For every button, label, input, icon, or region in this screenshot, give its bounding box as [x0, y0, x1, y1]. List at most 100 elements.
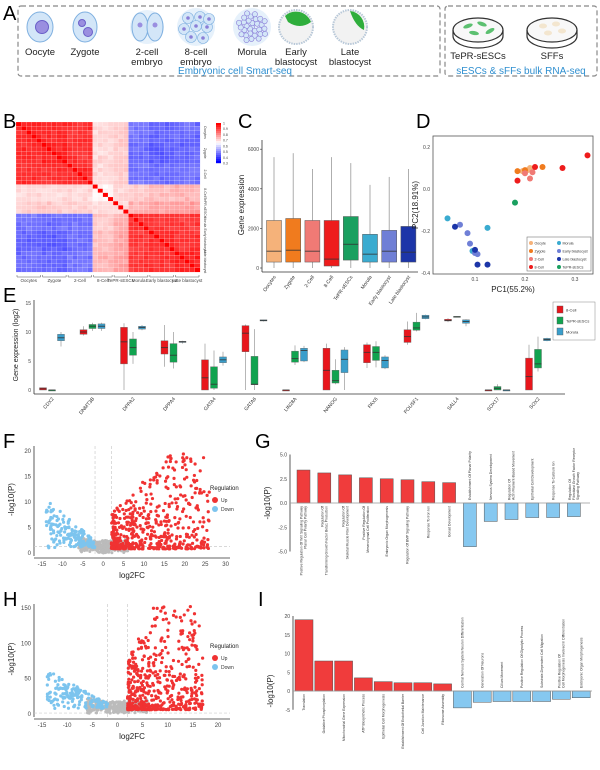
up-point	[133, 690, 137, 694]
up-point	[126, 661, 131, 666]
heatmap-cell	[41, 263, 47, 269]
morula-cell-icon	[243, 37, 250, 44]
column-group-label: Morula	[132, 278, 146, 283]
heatmap-cell	[169, 217, 175, 223]
heatmap-cell	[87, 155, 93, 160]
x-axis-title: log2FC	[119, 732, 145, 741]
heatmap-cell	[184, 263, 190, 269]
down-point	[55, 533, 59, 538]
up-point	[183, 646, 187, 650]
up-point	[184, 514, 188, 518]
up-point	[111, 542, 115, 546]
heatmap-cell	[148, 180, 155, 185]
down-bar	[472, 690, 492, 703]
up-point	[202, 520, 206, 524]
up-point	[138, 524, 142, 528]
up-point	[144, 691, 148, 695]
up-point	[188, 543, 192, 547]
heatmap-cell	[77, 188, 83, 194]
heatmap-cell	[46, 151, 52, 156]
heatmap-cell	[26, 226, 32, 231]
heatmap-cell	[194, 267, 201, 273]
heatmap-cell	[159, 246, 165, 252]
heatmap-cell	[82, 196, 88, 202]
up-point	[181, 456, 185, 460]
heatmap-cell	[97, 234, 104, 239]
heatmap-cell	[133, 221, 139, 227]
heatmap-cell	[138, 151, 144, 156]
heatmap-cell	[184, 251, 190, 256]
up-point	[185, 535, 189, 539]
heatmap-cell	[164, 184, 170, 189]
y-axis-title: PC2(18.91%)	[411, 181, 420, 229]
heatmap-cell	[92, 138, 98, 144]
heatmap-cell	[36, 188, 42, 194]
heatmap-cell	[56, 146, 63, 152]
heatmap-cell	[51, 155, 58, 160]
heatmap-cell	[159, 171, 165, 177]
heatmap-cell	[174, 188, 180, 194]
heatmap-cell	[21, 217, 27, 223]
heatmap-cell	[97, 121, 104, 127]
up-point	[126, 695, 130, 699]
nucleus-icon	[186, 16, 190, 20]
heatmap-cell	[82, 188, 88, 194]
heatmap-cell	[133, 259, 139, 264]
heatmap-cell	[31, 242, 37, 248]
up-point	[149, 502, 153, 506]
heatmap-cell	[118, 201, 124, 206]
up-point	[193, 491, 197, 495]
heatmap-cell	[133, 167, 139, 173]
heatmap-cell	[15, 134, 22, 139]
up-point	[141, 666, 145, 670]
up-point	[159, 652, 163, 656]
term-label: Regulation Of	[341, 506, 345, 527]
heatmap-cell	[61, 121, 68, 127]
heatmap-cell	[61, 130, 68, 135]
group-bracket	[93, 275, 113, 278]
heatmap-cell	[164, 221, 170, 227]
up-point	[194, 691, 198, 695]
heatmap-cell	[82, 134, 88, 139]
heatmap-cell	[102, 176, 109, 181]
heatmap-cell	[15, 246, 22, 252]
up-point	[151, 671, 155, 675]
heatmap-cell	[46, 180, 52, 185]
up-point	[139, 696, 143, 701]
heatmap-cell	[174, 230, 180, 235]
up-point	[205, 528, 209, 533]
heatmap-cell	[194, 171, 201, 177]
box	[381, 356, 389, 369]
heatmap-cell	[61, 209, 68, 214]
heatmap-cell	[113, 134, 119, 139]
up-point	[148, 482, 152, 486]
heatmap-cell	[184, 230, 190, 235]
heatmap-cell	[133, 209, 139, 214]
heatmap-cell	[107, 126, 114, 131]
up-point	[136, 679, 140, 684]
heatmap-cell	[31, 238, 37, 244]
up-point	[126, 536, 130, 540]
up-point	[193, 676, 198, 680]
heatmap-cell	[123, 221, 129, 227]
heatmap-cell	[77, 209, 83, 214]
heatmap-cell	[72, 263, 78, 269]
heatmap-cell	[118, 251, 124, 256]
heatmap-cell	[184, 159, 190, 164]
up-point	[148, 684, 152, 689]
heatmap-cell	[31, 205, 37, 210]
heatmap-cell	[189, 201, 196, 206]
up-point	[131, 527, 135, 531]
up-point	[207, 490, 211, 494]
heatmap-cell	[128, 184, 134, 189]
down-point	[47, 521, 51, 525]
heatmap-cell	[31, 130, 37, 135]
heatmap-cell	[56, 205, 63, 210]
heatmap-cell	[123, 234, 129, 239]
y-tick-label: 0.2	[423, 145, 430, 151]
up-point	[129, 707, 134, 711]
heatmap-cell	[164, 130, 170, 135]
pca-point	[514, 177, 521, 184]
heatmap-cell	[56, 159, 63, 164]
up-point	[180, 619, 184, 623]
